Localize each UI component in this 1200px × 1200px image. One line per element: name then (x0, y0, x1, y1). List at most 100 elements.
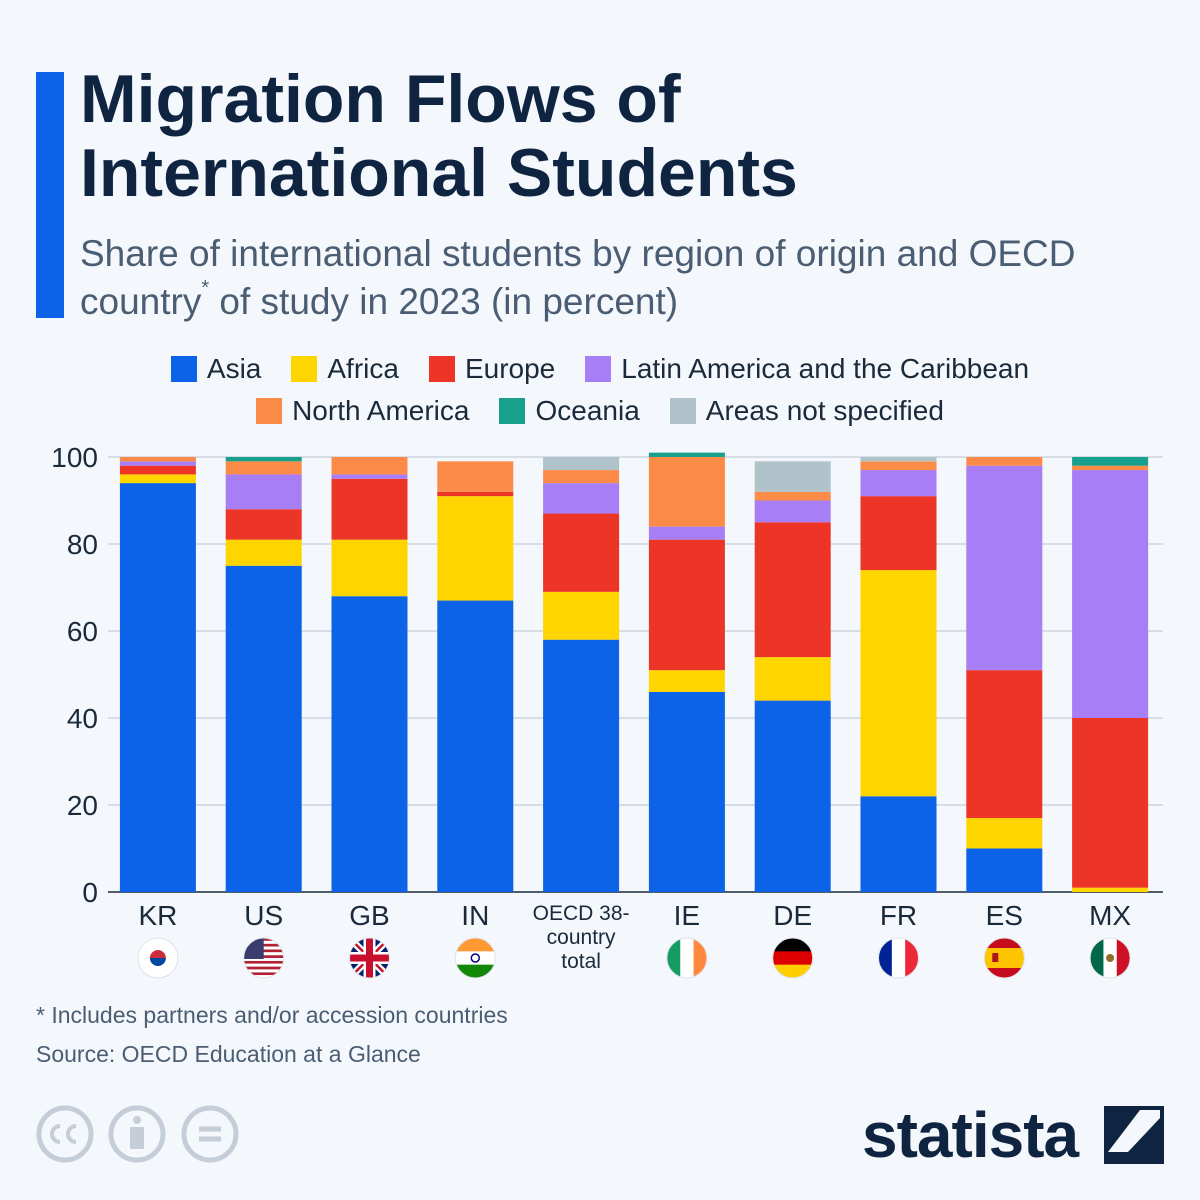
bar-segment (648, 526, 725, 540)
legend-item: Europe (428, 352, 556, 386)
legend-label: Europe (464, 353, 556, 384)
bar-segment (543, 639, 620, 892)
flag-part (243, 960, 284, 964)
cc-icons (36, 1105, 239, 1163)
bar-segment (754, 522, 831, 658)
legend-item: Latin America and the Caribbean (585, 352, 1029, 386)
bar-segment (860, 461, 937, 471)
x-tick-label: FR (879, 900, 918, 931)
chart-title: Migration Flows of International Student… (80, 61, 798, 211)
bar-segment (119, 483, 196, 892)
flag-part (455, 951, 496, 966)
legend-item: Oceania (499, 394, 640, 428)
flag-part (470, 953, 481, 963)
bar-segment (225, 461, 302, 475)
flag-part (772, 951, 813, 966)
bar-segment (119, 474, 196, 484)
bar-segment (331, 474, 408, 479)
bar-segment (860, 470, 937, 497)
bar-segment (543, 470, 620, 484)
bar-segment (543, 513, 620, 592)
flag-part (243, 966, 284, 970)
bar-segment (648, 691, 725, 892)
x-tick-label: IE (673, 900, 701, 931)
bar-segment (1072, 465, 1149, 471)
flag-icon (878, 938, 919, 978)
bar-segment (860, 496, 937, 571)
flag-part (905, 938, 919, 978)
legend-label: Oceania (535, 395, 640, 426)
flag-ring (983, 937, 1025, 979)
bar-segment (648, 452, 725, 457)
legend-swatch (669, 398, 696, 424)
bar-segment (331, 478, 408, 540)
legend-item: Africa (291, 352, 399, 386)
x-tick-label: IN (461, 900, 490, 931)
bar-segment (754, 500, 831, 523)
flag-icon (772, 938, 813, 978)
flag-part (243, 958, 284, 961)
legend-swatch (256, 398, 283, 424)
flag-icon (137, 938, 178, 978)
bar-segment (225, 457, 302, 462)
flag-ring (137, 937, 179, 979)
bar-segment (1072, 718, 1149, 888)
bar-segment (754, 461, 831, 492)
bar-segment (966, 848, 1043, 892)
flag-part (243, 972, 284, 976)
flag-part (772, 964, 813, 978)
flag-part (984, 938, 1025, 948)
flag-icon (243, 938, 284, 978)
flag-part (1090, 938, 1104, 978)
y-tick-label: 20 (67, 790, 98, 821)
legend-label: Areas not specified (705, 395, 944, 426)
flag-icon (984, 938, 1025, 978)
chart-subtitle: Share of international students by regio… (80, 233, 1076, 322)
x-tick-label: KR (138, 900, 178, 931)
flag-ring (349, 937, 390, 979)
bar-segment (1072, 457, 1149, 466)
legend-item: Areas not specified (669, 394, 944, 428)
bar-segment (119, 457, 196, 462)
bar-segment (331, 457, 408, 475)
flag-part (984, 968, 1025, 978)
bar-segment (437, 496, 514, 601)
legend-label: North America (292, 395, 470, 426)
flag-part (149, 958, 166, 966)
bar-segment (437, 600, 514, 892)
flag-part (666, 938, 681, 978)
bar-segment (225, 539, 302, 566)
brand-logo (1104, 1106, 1164, 1164)
bar-segment (1072, 470, 1149, 718)
bar-segment (754, 657, 831, 701)
flag-part (984, 948, 1025, 968)
flag-icon (666, 938, 707, 978)
bar-segment (543, 483, 620, 514)
bar-segment (543, 591, 620, 640)
legend-item: North America (256, 394, 469, 428)
bar-segment (754, 700, 831, 892)
bar-segment (1072, 887, 1149, 892)
y-tick-label: 40 (67, 703, 98, 734)
bar-segment (119, 461, 196, 466)
y-tick-label: 80 (67, 529, 98, 560)
bar-segment (754, 491, 831, 501)
bar-segment (648, 457, 725, 527)
legend: Asia Africa Europe Latin America and the Ca… (100, 352, 1100, 428)
footnote: * Includes partners and/or accession cou… (36, 1002, 508, 1028)
legend-label: Asia (206, 353, 262, 384)
flag-ring (666, 937, 708, 979)
bar-segment (966, 818, 1043, 849)
flag-icon (455, 938, 496, 978)
flag-ring (772, 937, 814, 979)
flag-part (772, 938, 813, 952)
flag-part (149, 950, 166, 958)
legend-label: Latin America and the Caribbean (621, 353, 1030, 384)
flag-part (693, 938, 707, 978)
legend-item: Asia (170, 352, 262, 386)
bar-segment (543, 457, 620, 471)
flag-ring (1089, 937, 1131, 979)
bar-segment (648, 670, 725, 692)
flag-part (992, 953, 999, 962)
bar-segment (966, 457, 1043, 466)
